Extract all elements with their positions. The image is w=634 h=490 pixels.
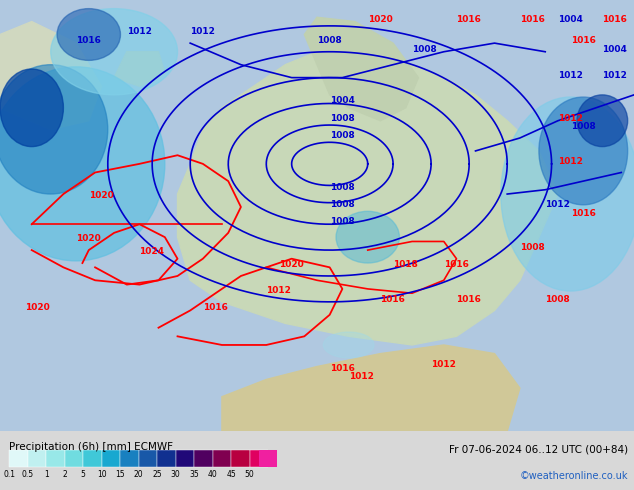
FancyBboxPatch shape xyxy=(10,450,28,466)
Text: 2: 2 xyxy=(62,470,67,479)
FancyBboxPatch shape xyxy=(46,450,65,466)
Ellipse shape xyxy=(0,69,63,147)
Text: 1016: 1016 xyxy=(380,295,405,304)
FancyBboxPatch shape xyxy=(139,450,157,466)
Text: 1008: 1008 xyxy=(330,114,354,122)
Text: 1008: 1008 xyxy=(571,122,595,131)
Text: 10: 10 xyxy=(97,470,107,479)
Ellipse shape xyxy=(323,332,374,358)
Text: 1020: 1020 xyxy=(368,15,392,24)
Ellipse shape xyxy=(0,67,165,261)
Polygon shape xyxy=(222,345,520,431)
Text: 1008: 1008 xyxy=(545,295,570,304)
Text: 50: 50 xyxy=(245,470,254,479)
Text: 1008: 1008 xyxy=(412,45,437,54)
Text: 1016: 1016 xyxy=(444,260,469,270)
Text: 1016: 1016 xyxy=(456,15,481,24)
Text: 1008: 1008 xyxy=(330,200,354,209)
Text: 1012: 1012 xyxy=(266,286,291,295)
Polygon shape xyxy=(304,17,418,121)
Text: 1016: 1016 xyxy=(571,36,595,45)
FancyBboxPatch shape xyxy=(83,450,102,466)
Text: 1012: 1012 xyxy=(602,71,627,79)
FancyBboxPatch shape xyxy=(120,450,139,466)
FancyBboxPatch shape xyxy=(259,450,277,466)
FancyBboxPatch shape xyxy=(250,450,268,466)
Text: 1012: 1012 xyxy=(431,360,456,368)
Text: 5: 5 xyxy=(81,470,86,479)
Text: 1016: 1016 xyxy=(571,209,595,218)
Text: 1016: 1016 xyxy=(602,15,627,24)
Polygon shape xyxy=(0,22,101,129)
Text: 1016: 1016 xyxy=(456,295,481,304)
FancyBboxPatch shape xyxy=(157,450,176,466)
Text: 1016: 1016 xyxy=(520,15,545,24)
Text: 1012: 1012 xyxy=(558,71,583,79)
FancyBboxPatch shape xyxy=(176,450,194,466)
Ellipse shape xyxy=(0,65,108,194)
Ellipse shape xyxy=(336,211,399,263)
Ellipse shape xyxy=(501,97,634,291)
Text: 1020: 1020 xyxy=(89,192,113,200)
Text: 1012: 1012 xyxy=(558,114,583,122)
FancyBboxPatch shape xyxy=(212,450,231,466)
Ellipse shape xyxy=(539,97,628,205)
Text: 1020: 1020 xyxy=(279,260,304,270)
Text: 1008: 1008 xyxy=(520,243,545,252)
Text: 1004: 1004 xyxy=(602,45,627,54)
Ellipse shape xyxy=(57,9,120,60)
Text: Fr 07-06-2024 06..12 UTC (00+84): Fr 07-06-2024 06..12 UTC (00+84) xyxy=(448,445,628,455)
Text: 1008: 1008 xyxy=(330,217,354,226)
Polygon shape xyxy=(228,121,285,172)
Text: 25: 25 xyxy=(152,470,162,479)
FancyBboxPatch shape xyxy=(231,450,250,466)
FancyBboxPatch shape xyxy=(28,450,46,466)
Text: 35: 35 xyxy=(190,470,199,479)
Text: 1012: 1012 xyxy=(349,372,373,381)
Text: 0.1: 0.1 xyxy=(3,470,15,479)
Polygon shape xyxy=(178,43,558,345)
Text: 1004: 1004 xyxy=(330,97,354,105)
Text: 1012: 1012 xyxy=(558,157,583,166)
Polygon shape xyxy=(114,52,165,86)
Text: ©weatheronline.co.uk: ©weatheronline.co.uk xyxy=(519,471,628,481)
Text: 1012: 1012 xyxy=(545,200,570,209)
Text: Precipitation (6h) [mm] ECMWF: Precipitation (6h) [mm] ECMWF xyxy=(10,442,173,452)
Text: 1: 1 xyxy=(44,470,49,479)
Text: 40: 40 xyxy=(208,470,217,479)
FancyBboxPatch shape xyxy=(194,450,212,466)
Text: 1012: 1012 xyxy=(190,27,215,36)
Text: 1004: 1004 xyxy=(558,15,583,24)
Text: 1008: 1008 xyxy=(330,131,354,140)
Text: 1020: 1020 xyxy=(25,303,50,313)
Text: 1024: 1024 xyxy=(139,247,164,256)
Text: 1008: 1008 xyxy=(330,183,354,192)
FancyBboxPatch shape xyxy=(65,450,83,466)
Ellipse shape xyxy=(51,9,178,95)
FancyBboxPatch shape xyxy=(102,450,120,466)
Text: 1012: 1012 xyxy=(127,27,152,36)
Text: 30: 30 xyxy=(171,470,181,479)
Text: 1020: 1020 xyxy=(76,235,101,244)
Text: 1016: 1016 xyxy=(330,364,354,373)
Text: 1016: 1016 xyxy=(203,303,228,313)
Text: 1016: 1016 xyxy=(76,36,101,45)
Text: 15: 15 xyxy=(115,470,125,479)
Text: 1008: 1008 xyxy=(317,36,342,45)
Text: 1018: 1018 xyxy=(393,260,418,270)
Text: 20: 20 xyxy=(134,470,143,479)
Ellipse shape xyxy=(577,95,628,147)
Text: 0.5: 0.5 xyxy=(22,470,34,479)
Text: 45: 45 xyxy=(226,470,236,479)
